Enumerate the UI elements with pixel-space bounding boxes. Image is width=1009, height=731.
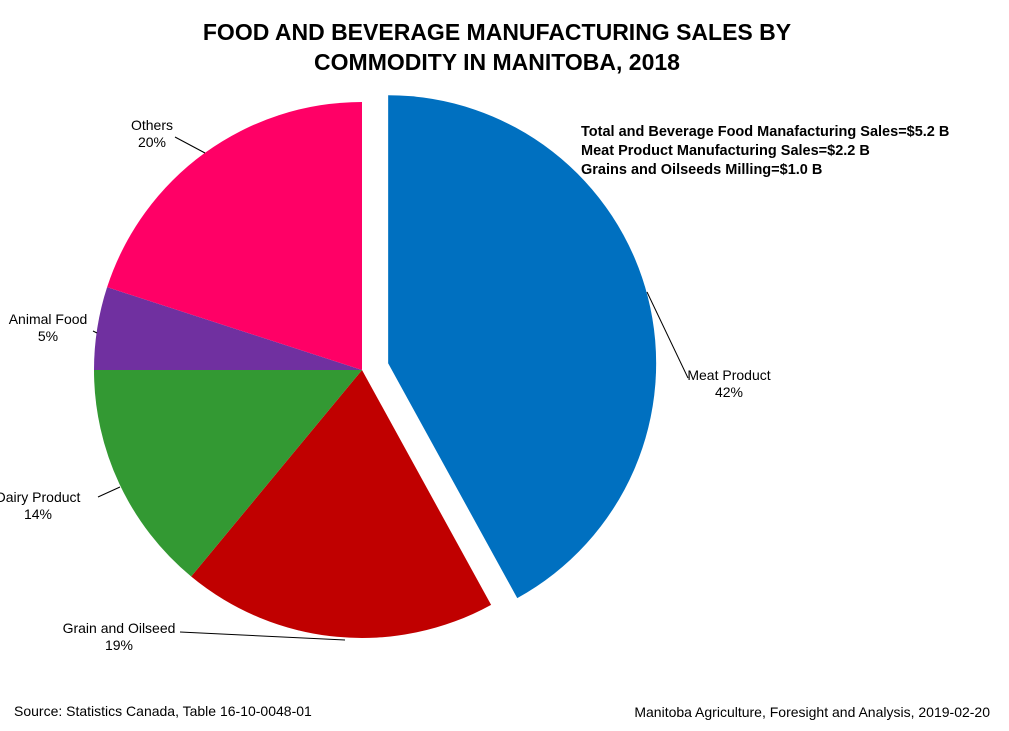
leader-line	[97, 486, 121, 498]
pie-slice-dairy-product	[94, 370, 362, 577]
slice-label-category: Grain and Oilseed	[63, 620, 176, 636]
pie-slice-grain-and-oilseed	[191, 370, 492, 638]
chart-title-line-1: FOOD AND BEVERAGE MANUFACTURING SALES BY	[203, 19, 791, 45]
slice-label-percent: 14%	[24, 506, 52, 522]
slice-label-percent: 5%	[38, 328, 58, 344]
leader-lines	[92, 136, 689, 641]
slice-label-category: Meat Product	[687, 367, 770, 383]
annotation-grains-milling: Grains and Oilseeds Milling=$1.0 B	[581, 162, 822, 178]
slice-label-percent: 42%	[715, 384, 743, 400]
pie-slices	[94, 95, 657, 638]
pie-slice-meat-product	[388, 95, 657, 599]
source-note: Source: Statistics Canada, Table 16-10-0…	[14, 703, 312, 719]
chart-title-line-2: COMMODITY IN MANITOBA, 2018	[314, 49, 680, 75]
credit-note: Manitoba Agriculture, Foresight and Anal…	[634, 704, 990, 720]
annotation-meat-sales: Meat Product Manufacturing Sales=$2.2 B	[581, 143, 870, 159]
pie-slice-others	[107, 102, 362, 370]
slice-label-category: Dairy Product	[0, 489, 81, 505]
slice-label-category: Animal Food	[9, 311, 88, 327]
leader-line	[174, 136, 206, 154]
slice-label-percent: 20%	[138, 134, 166, 150]
leader-line	[646, 291, 689, 379]
pie-slice-animal-food	[94, 287, 362, 370]
slice-label-percent: 19%	[105, 637, 133, 653]
annotation-total-sales: Total and Beverage Food Manafacturing Sa…	[581, 124, 949, 140]
leader-line	[179, 631, 346, 641]
slice-label-category: Others	[131, 117, 173, 133]
leader-line	[92, 330, 98, 334]
